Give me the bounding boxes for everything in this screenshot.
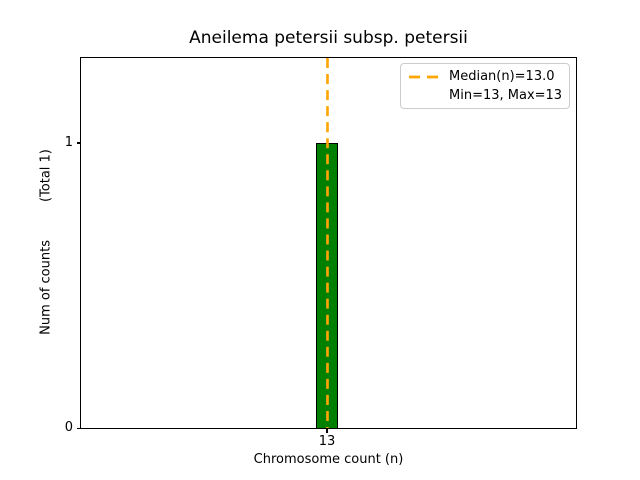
- y-tick-label-0: 0: [64, 420, 73, 435]
- legend-label-median: Median(n)=13.0: [449, 69, 555, 84]
- y-axis-label: Num of counts (Total 1): [39, 149, 54, 335]
- y-tick-mark-1: [76, 142, 81, 144]
- legend-entry-median: Median(n)=13.0: [409, 67, 560, 86]
- legend: Median(n)=13.0 Min=13, Max=13: [400, 63, 570, 109]
- y-axis-label-text: Num of counts: [38, 240, 54, 335]
- legend-entry-minmax: Min=13, Max=13: [409, 86, 563, 105]
- y-tick-mark-0: [76, 427, 81, 429]
- median-line-layer: [326, 58, 329, 428]
- median-line-legend-sample-icon: [409, 75, 441, 78]
- x-tick-mark-13: [326, 429, 328, 433]
- plot-area: [80, 57, 577, 429]
- x-axis-label: Chromosome count (n): [253, 452, 404, 467]
- x-tick-label-13: 13: [318, 434, 336, 449]
- y-axis-total-note: (Total 1): [38, 149, 54, 203]
- chart-title: Aneilema petersii subsp. petersii: [189, 28, 468, 48]
- legend-label-minmax: Min=13, Max=13: [449, 88, 563, 103]
- y-tick-label-1: 1: [64, 135, 73, 150]
